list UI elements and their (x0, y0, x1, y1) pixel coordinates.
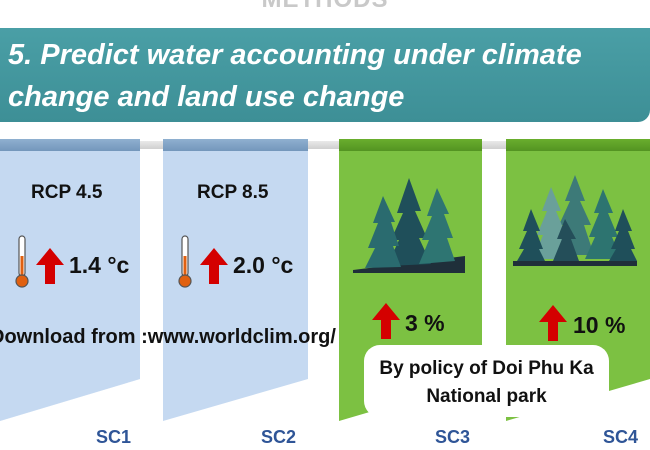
rcp-label-sc1: RCP 4.5 (31, 182, 103, 203)
policy-line-2: National park (426, 386, 547, 407)
temperature-value-sc1: 1.4 °c (69, 252, 130, 278)
slide-title: 5. Predict water accounting under climat… (8, 34, 638, 118)
scenario-panel-sc1 (0, 139, 140, 450)
panel-header (0, 139, 140, 153)
scenario-code-sc1: SC1 (96, 427, 132, 447)
policy-line-1: By policy of Doi Phu Ka (379, 358, 594, 379)
scenario-code-sc4: SC4 (603, 427, 639, 447)
up-arrow-icon (36, 248, 64, 284)
policy-note-box: By policy of Doi Phu Ka National park (364, 345, 609, 417)
temperature-value-sc2: 2.0 °c (233, 252, 294, 278)
title-line-2: change and land use change (8, 81, 405, 113)
scenario-code-sc2: SC2 (261, 427, 297, 447)
panel-body (163, 151, 308, 421)
title-line-1: 5. Predict water accounting under climat… (8, 39, 582, 71)
scenario-panel-sc2 (163, 139, 308, 450)
thermometer-icon (178, 235, 192, 288)
scenario-code-sc3: SC3 (435, 427, 471, 447)
increase-value-sc4: 10 % (573, 312, 626, 338)
rcp-label-sc2: RCP 8.5 (197, 182, 269, 203)
section-heading: METHODS (0, 0, 650, 14)
up-arrow-icon (200, 248, 228, 284)
title-banner: 5. Predict water accounting under climat… (0, 28, 650, 122)
up-arrow-icon (539, 305, 567, 341)
forest-icon (353, 178, 465, 273)
increase-value-sc3: 3 % (405, 310, 445, 336)
download-note: Download from :www.worldclim.org/ (0, 326, 336, 348)
thermometer-icon (15, 235, 29, 288)
panel-header (339, 139, 482, 153)
panel-header (163, 139, 308, 153)
forest-icon (513, 175, 637, 266)
policy-note: By policy of Doi Phu Ka National park (364, 355, 609, 411)
panel-body (0, 151, 140, 450)
up-arrow-icon (372, 303, 400, 339)
panel-connector (0, 141, 650, 149)
panel-header (506, 139, 650, 153)
